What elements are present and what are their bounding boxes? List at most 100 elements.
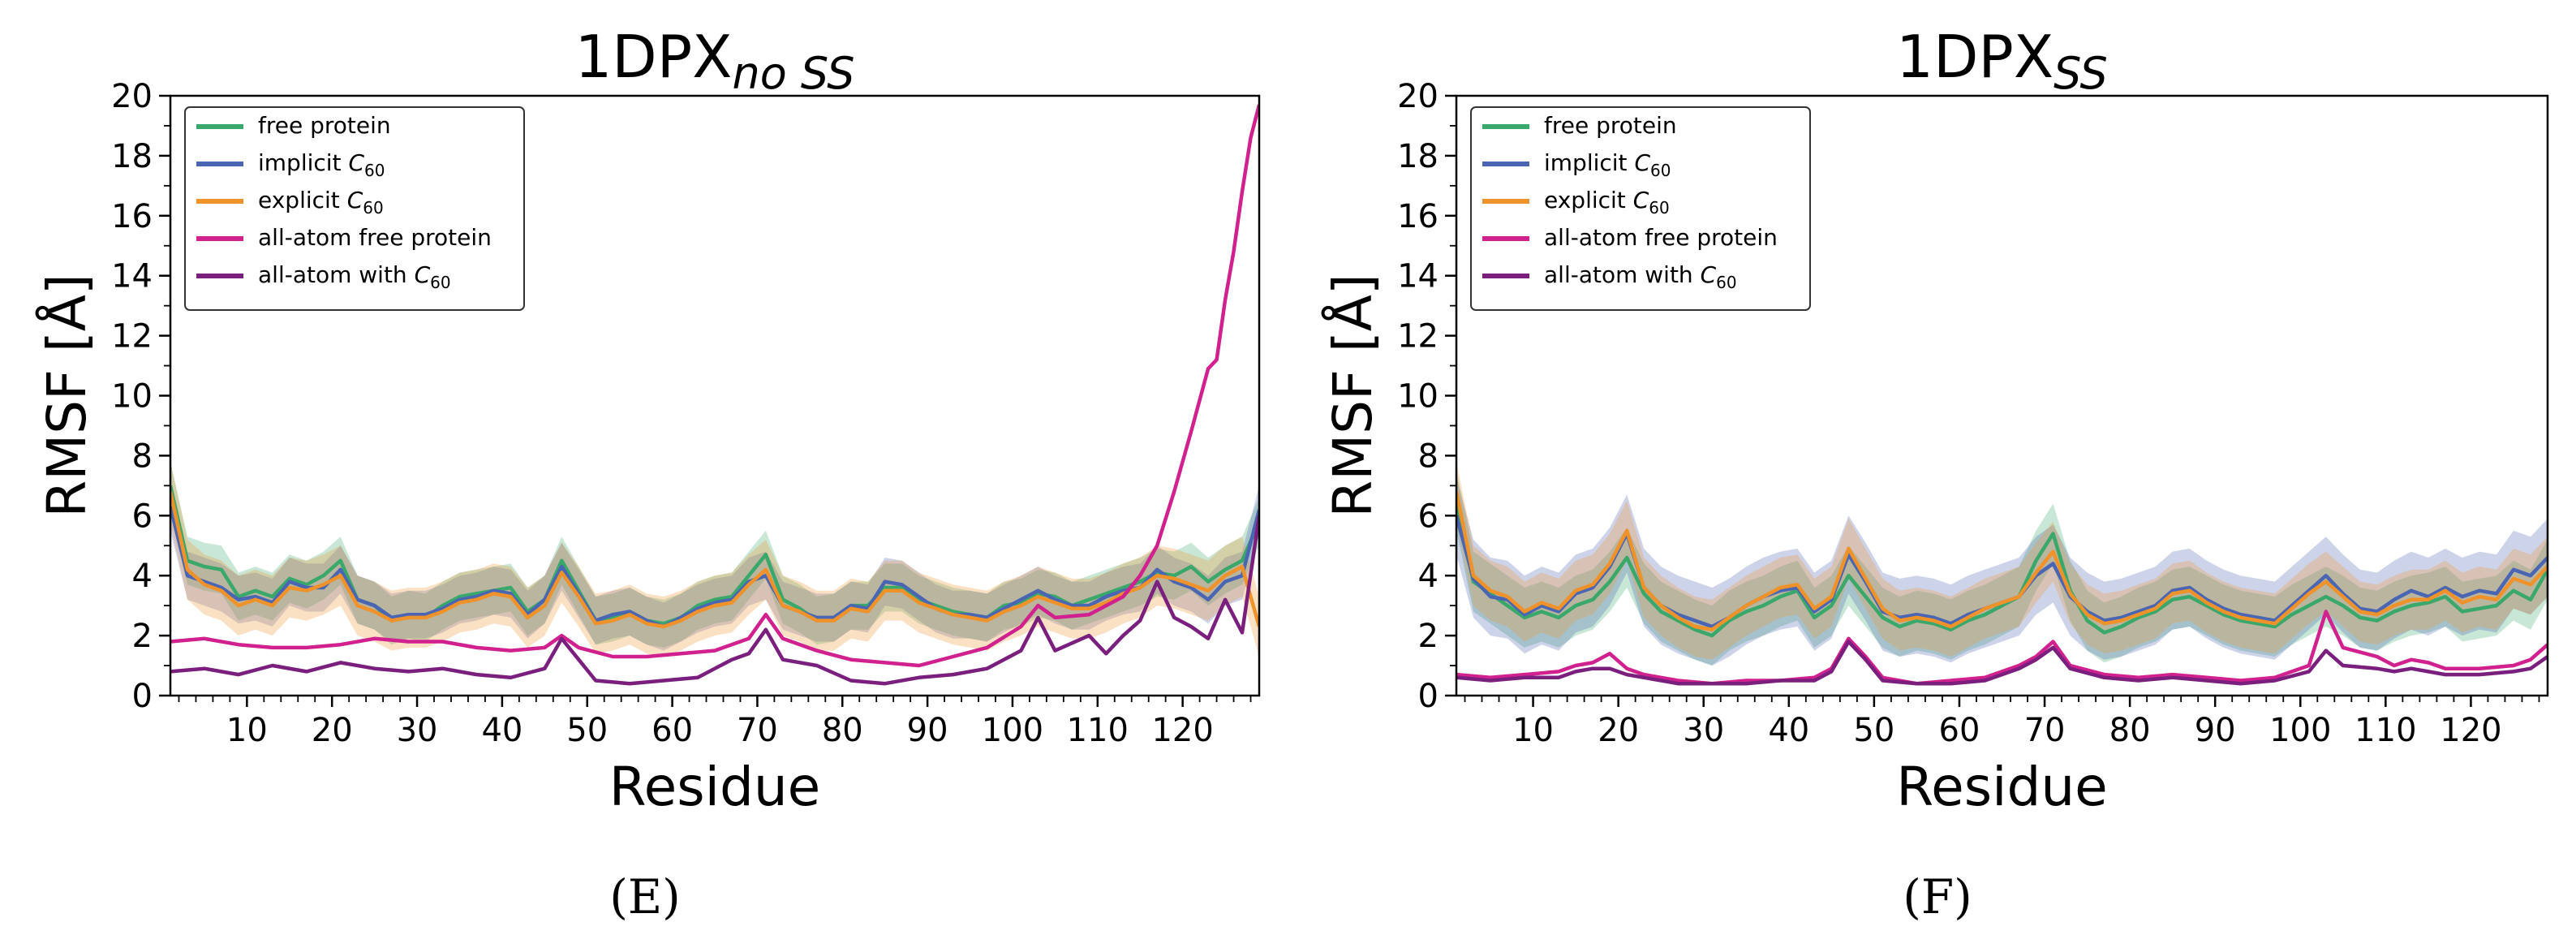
- series-line-aa_c60: [170, 515, 1259, 686]
- y-tick-label: 10: [111, 378, 153, 416]
- x-axis-label: Residue: [609, 756, 821, 818]
- legend-label-symbol: C: [1701, 261, 1717, 288]
- legend-label-subscript: 60: [364, 161, 385, 180]
- y-tick-label: 0: [1418, 678, 1439, 715]
- series-line-aa_free: [1456, 610, 2548, 686]
- y-axis-label: RMSF [Å]: [36, 274, 98, 517]
- series-line-aa_free: [170, 104, 1259, 668]
- x-tick-label: 90: [907, 712, 948, 749]
- legend-label-subscript: 60: [1649, 198, 1669, 218]
- y-tick-label: 6: [1418, 498, 1439, 535]
- x-tick-label: 50: [566, 712, 608, 749]
- legend-label-free: free protein: [258, 112, 391, 139]
- panel-label: (E): [609, 869, 681, 924]
- y-tick-label: 20: [1397, 78, 1439, 115]
- x-tick-label: 30: [1683, 712, 1724, 749]
- series-line-explicit: [170, 491, 1259, 629]
- y-tick-label: 2: [1418, 618, 1439, 655]
- y-tick-label: 16: [111, 198, 153, 235]
- legend-label-symbol: C: [1633, 187, 1649, 213]
- y-tick-label: 18: [111, 138, 153, 175]
- plot-area: [1456, 461, 2548, 686]
- x-tick-label: 80: [822, 712, 863, 749]
- x-tick-label: 50: [1853, 712, 1894, 749]
- legend-label-text: all-atom with: [258, 261, 415, 288]
- y-tick-label: 12: [111, 318, 153, 356]
- legend-label-explicit: explicit C60: [258, 187, 384, 218]
- legend-label-free: free protein: [1544, 112, 1677, 139]
- x-tick-label: 30: [397, 712, 438, 749]
- y-tick-label: 16: [1397, 198, 1439, 235]
- x-tick-label: 100: [982, 712, 1043, 749]
- y-tick-label: 4: [132, 558, 153, 595]
- legend-label-symbol: C: [348, 149, 364, 176]
- legend-label-text: all-atom free protein: [258, 224, 492, 251]
- y-tick-label: 10: [1397, 378, 1439, 416]
- x-tick-label: 80: [2109, 712, 2151, 749]
- y-tick-label: 6: [132, 498, 153, 535]
- legend-label-symbol: C: [415, 261, 431, 288]
- x-tick-label: 40: [481, 712, 523, 749]
- y-tick-label: 12: [1397, 318, 1439, 356]
- legend-label-subscript: 60: [1650, 161, 1671, 180]
- y-tick-label: 8: [132, 437, 153, 475]
- legend-label-aa_free: all-atom free protein: [258, 224, 492, 251]
- chart-title-main: 1DPX: [574, 23, 732, 91]
- legend-label-explicit: explicit C60: [1544, 187, 1670, 218]
- x-tick-label: 20: [312, 712, 353, 749]
- legend-label-text: implicit: [258, 149, 348, 176]
- legend-label-text: explicit: [1544, 187, 1633, 213]
- legend-label-aa_free: all-atom free protein: [1544, 224, 1778, 251]
- legend-label-subscript: 60: [1716, 273, 1736, 292]
- y-tick-label: 2: [132, 618, 153, 655]
- band-explicit: [1456, 461, 2548, 660]
- chart-title: 1DPXSS: [1896, 23, 2108, 99]
- x-tick-label: 10: [226, 712, 268, 749]
- x-tick-label: 20: [1598, 712, 1639, 749]
- series-line-free: [1456, 500, 2548, 638]
- y-tick-label: 20: [111, 78, 153, 115]
- legend-label-text: free protein: [1544, 112, 1677, 139]
- legend-label-subscript: 60: [430, 273, 450, 292]
- series-line-aa_c60: [1456, 640, 2548, 686]
- x-tick-label: 100: [2269, 712, 2331, 749]
- x-tick-label: 120: [1151, 712, 1213, 749]
- legend-label-text: implicit: [1544, 149, 1634, 176]
- legend-label-symbol: C: [1634, 149, 1650, 176]
- x-tick-label: 120: [2440, 712, 2501, 749]
- x-tick-label: 70: [2024, 712, 2066, 749]
- x-tick-label: 60: [1939, 712, 1980, 749]
- x-tick-label: 40: [1768, 712, 1809, 749]
- y-axis-label: RMSF [Å]: [1322, 274, 1384, 517]
- legend-label-subscript: 60: [363, 198, 383, 218]
- y-tick-label: 8: [1418, 437, 1439, 475]
- x-tick-label: 90: [2195, 712, 2236, 749]
- x-axis-label: Residue: [1896, 756, 2108, 818]
- series-line-implicit: [170, 506, 1259, 629]
- y-tick-label: 4: [1418, 558, 1439, 595]
- x-tick-label: 70: [737, 712, 778, 749]
- legend-label-aa_c60: all-atom with C60: [1544, 261, 1737, 292]
- plot-area: [170, 104, 1259, 686]
- x-tick-label: 110: [2355, 712, 2416, 749]
- chart-title-subscript: no SS: [732, 48, 854, 99]
- legend-label-implicit: implicit C60: [258, 149, 385, 180]
- legend-label-symbol: C: [347, 187, 363, 213]
- chart-title-main: 1DPX: [1896, 23, 2053, 91]
- legend-label-text: all-atom free protein: [1544, 224, 1778, 251]
- legend-label-text: explicit: [258, 187, 347, 213]
- legend-label-aa_c60: all-atom with C60: [258, 261, 451, 292]
- chart-title: 1DPXno SS: [574, 23, 854, 99]
- x-tick-label: 10: [1512, 712, 1554, 749]
- band-free: [170, 461, 1259, 648]
- x-tick-label: 60: [652, 712, 693, 749]
- series-line-explicit: [1456, 491, 2548, 631]
- legend-box: [184, 106, 525, 311]
- panel-label: (F): [1903, 869, 1972, 924]
- x-tick-label: 110: [1067, 712, 1129, 749]
- band-explicit: [170, 461, 1259, 657]
- chart-panel-e: 0 2 4 6 8 10 12 14 16 18 20 10 20 30 40 50 60 70 80 90 100 11…: [36, 23, 1261, 924]
- y-tick-label: 0: [132, 678, 153, 715]
- legend-label-implicit: implicit C60: [1544, 149, 1671, 180]
